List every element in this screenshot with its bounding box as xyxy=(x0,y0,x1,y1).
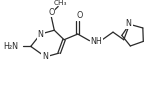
Text: NH: NH xyxy=(91,37,102,46)
Text: O: O xyxy=(48,8,55,17)
Text: H₂N: H₂N xyxy=(3,42,18,51)
Text: O: O xyxy=(76,11,83,20)
Text: CH₃: CH₃ xyxy=(53,0,67,6)
Text: N: N xyxy=(38,30,44,39)
Text: N: N xyxy=(126,19,132,28)
Text: N: N xyxy=(43,52,48,61)
